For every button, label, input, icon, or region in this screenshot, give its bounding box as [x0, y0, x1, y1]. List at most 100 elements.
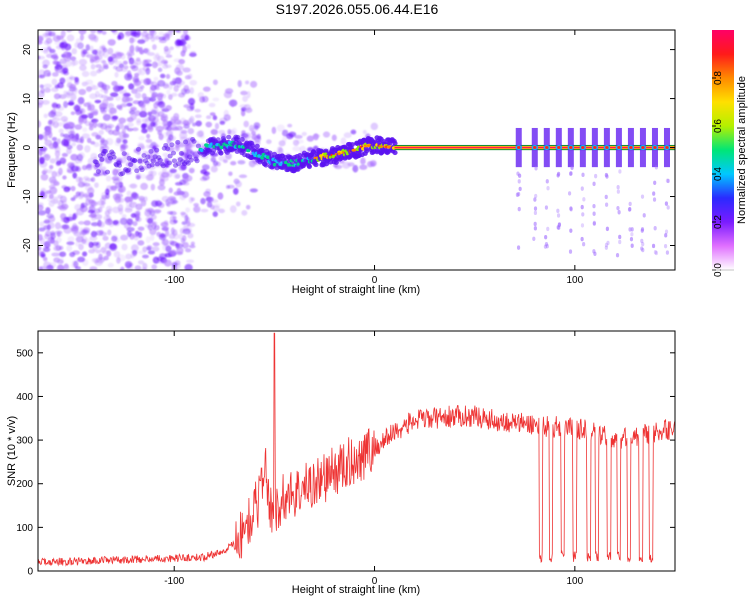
noise-blob	[54, 146, 61, 153]
noise-blob	[54, 84, 60, 89]
noise-blob	[141, 128, 148, 134]
noise-blob	[38, 69, 46, 77]
noise-blob	[107, 107, 117, 114]
noise-blob	[92, 121, 98, 129]
noise-blob	[87, 209, 95, 214]
signal-blob	[128, 162, 134, 168]
noise-blob	[157, 260, 165, 264]
noise-blob	[38, 90, 45, 98]
noise-blob	[145, 138, 153, 144]
noise-blob	[276, 124, 285, 132]
noise-blob	[142, 59, 148, 67]
noise-blob	[110, 92, 119, 98]
noise-blob	[182, 30, 189, 35]
noise-blob	[160, 73, 166, 79]
noise-blob	[98, 230, 104, 235]
noise-blob	[43, 113, 48, 119]
noise-blob	[112, 129, 120, 136]
noise-blob	[172, 215, 177, 220]
noise-blob	[131, 65, 139, 72]
noise-blob	[122, 60, 128, 65]
noise-blob	[59, 251, 67, 257]
noise-blob	[168, 187, 173, 194]
signal-blob	[183, 139, 189, 145]
noise-blob	[111, 80, 118, 86]
noise-blob	[161, 225, 170, 232]
noise-blob	[58, 84, 65, 89]
noise-blob	[202, 86, 211, 92]
noise-blob	[38, 234, 43, 241]
noise-blob	[136, 118, 142, 124]
spike-tail	[582, 197, 586, 202]
noise-blob	[80, 114, 89, 119]
signal-blob	[220, 136, 226, 141]
noise-blob	[72, 213, 77, 221]
signal-blob	[363, 146, 369, 152]
spike-tail	[546, 226, 550, 232]
noise-blob	[165, 129, 174, 136]
spike-tail	[592, 211, 596, 216]
noise-blob	[176, 246, 184, 255]
noise-blob	[41, 99, 50, 105]
noise-blob	[72, 59, 79, 66]
noise-blob	[145, 144, 151, 149]
noise-blob	[118, 105, 123, 111]
noise-blob	[39, 191, 48, 199]
spectrogram-y-label: Frequency (Hz)	[6, 112, 18, 188]
spike-tail	[665, 250, 670, 255]
noise-blob	[57, 205, 66, 210]
noise-blob	[50, 232, 56, 240]
noise-blob	[89, 45, 94, 52]
noise-blob	[225, 184, 231, 189]
spike-tail	[556, 173, 560, 178]
colorbar-label: Normalized spectral amplitude	[736, 76, 748, 224]
noise-blob	[56, 231, 61, 237]
spike-tail	[580, 186, 584, 191]
noise-blob	[57, 200, 64, 207]
noise-blob	[133, 32, 141, 38]
noise-blob	[171, 92, 178, 97]
noise-blob	[52, 102, 58, 110]
noise-blob	[100, 247, 107, 253]
noise-blob	[138, 46, 144, 55]
noise-blob	[138, 135, 145, 141]
noise-blob	[178, 58, 186, 65]
noise-blob	[251, 131, 256, 136]
noise-blob	[193, 205, 201, 213]
noise-blob	[156, 22, 162, 29]
noise-blob	[157, 184, 166, 191]
signal-blob	[104, 169, 111, 175]
noise-blob	[194, 114, 202, 119]
noise-blob	[48, 215, 56, 223]
noise-blob	[117, 254, 126, 262]
noise-blob	[65, 136, 73, 142]
noise-blob	[243, 132, 252, 140]
snr-series	[38, 332, 675, 567]
spike-tail	[651, 243, 656, 249]
noise-blob	[190, 241, 195, 246]
noise-blob	[141, 93, 147, 99]
noise-blob	[82, 49, 88, 55]
noise-blob	[58, 94, 67, 100]
spike-tail	[654, 165, 658, 170]
noise-blob	[120, 103, 128, 108]
noise-blob	[65, 30, 73, 33]
noise-blob	[78, 30, 87, 35]
noise-blob	[101, 60, 107, 65]
spike-tail	[653, 180, 657, 185]
noise-blob	[248, 124, 255, 132]
noise-blob	[180, 50, 186, 57]
noise-blob	[56, 35, 64, 40]
noise-blob	[71, 48, 78, 55]
noise-blob	[73, 104, 81, 112]
snr-y-tick-label: 500	[16, 348, 33, 359]
noise-blob	[128, 201, 138, 208]
noise-blob	[107, 47, 114, 55]
spike-tail	[580, 223, 585, 228]
noise-blob	[122, 89, 128, 97]
noise-blob	[94, 182, 99, 188]
colorbar-ticks: 0.00.20.40.60.8	[712, 71, 734, 277]
noise-blob	[186, 259, 195, 264]
spike-tail	[666, 205, 670, 210]
noise-blob	[240, 90, 248, 96]
